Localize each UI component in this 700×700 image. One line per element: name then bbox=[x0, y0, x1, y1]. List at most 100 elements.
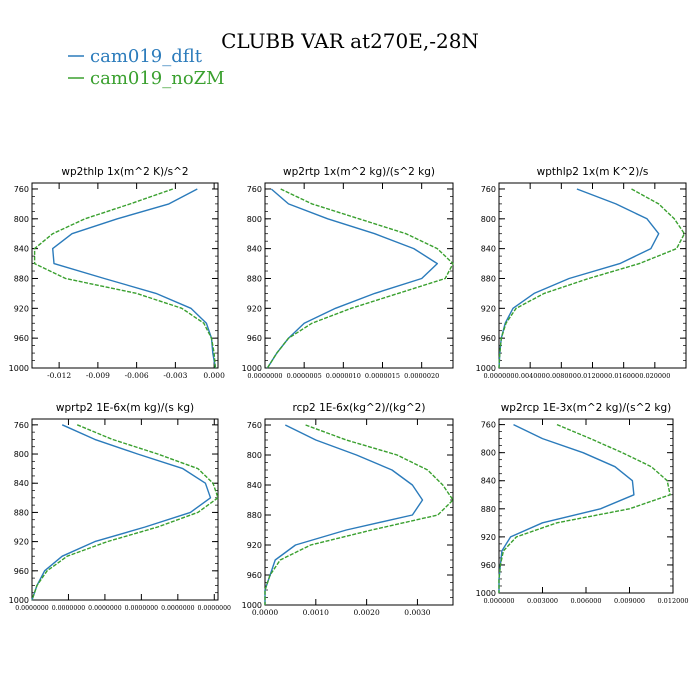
y-tick-label: 960 bbox=[14, 567, 29, 576]
y-tick-label: 1000 bbox=[9, 364, 29, 373]
x-tick-label: 0.000 bbox=[203, 371, 225, 380]
chart-panel: rcp2 1E-6x(kg^2)/(kg^2) 760 800 840 880 920 96… bbox=[242, 402, 454, 617]
x-tick-label: 0.0000000 bbox=[161, 605, 195, 612]
y-tick-label: 760 bbox=[481, 421, 496, 430]
chart-panel: wp2rcp 1E-3x(m^2 kg)/(s^2 kg) 760 800 840 88… bbox=[476, 402, 689, 605]
y-tick-label: 880 bbox=[481, 505, 496, 514]
y-tick-label: 920 bbox=[247, 304, 262, 313]
legend-item: cam019_dflt bbox=[68, 46, 203, 67]
x-tick-label: 0.0000 bbox=[252, 608, 278, 617]
panel-title: wp2rcp 1E-3x(m^2 kg)/(s^2 kg) bbox=[501, 402, 672, 414]
x-tick-label: 0.0000000 bbox=[125, 605, 159, 612]
x-tick-label: 0.0030 bbox=[404, 608, 430, 617]
y-tick-label: 920 bbox=[481, 533, 496, 542]
y-tick-label: 840 bbox=[481, 477, 496, 486]
x-tick-label: 0.0000000 bbox=[52, 605, 86, 612]
y-tick-label: 840 bbox=[247, 245, 262, 254]
x-tick-label: 0.003000 bbox=[527, 597, 558, 605]
y-tick-label: 1000 bbox=[242, 601, 262, 610]
y-tick-label: 760 bbox=[247, 421, 262, 430]
figure-title: CLUBB VAR at270E,-28N bbox=[221, 29, 479, 53]
chart-panels: wp2thlp 1x(m^2 K)/s^2 760 800 840 880 920 960 1… bbox=[9, 166, 689, 617]
x-tick-label: 0.0010 bbox=[303, 608, 329, 617]
y-tick-label: 960 bbox=[481, 561, 496, 570]
x-tick-label: 0.0000005 bbox=[287, 372, 322, 380]
y-tick-label: 1000 bbox=[9, 596, 29, 605]
y-tick-label: 880 bbox=[481, 274, 496, 283]
y-tick-label: 800 bbox=[481, 449, 496, 458]
x-tick-label: -0.012 bbox=[47, 371, 71, 380]
y-tick-label: 960 bbox=[247, 571, 262, 580]
y-tick-label: 920 bbox=[247, 541, 262, 550]
x-tick-label: 0.0000000 bbox=[15, 605, 49, 612]
y-tick-label: 920 bbox=[14, 304, 29, 313]
y-tick-label: 920 bbox=[14, 538, 29, 547]
x-tick-label: 0.016000 bbox=[608, 372, 639, 380]
series-line bbox=[266, 188, 454, 369]
y-tick-label: 760 bbox=[14, 421, 29, 430]
legend-item: cam019_noZM bbox=[68, 68, 225, 89]
y-tick-label: 960 bbox=[247, 334, 262, 343]
panel-title: wp2rtp 1x(m^2 kg)/(s^2 kg) bbox=[283, 166, 435, 178]
plot-frame bbox=[31, 182, 219, 369]
plot-frame bbox=[264, 418, 454, 606]
x-tick-label: -0.009 bbox=[86, 371, 110, 380]
plot-frame bbox=[31, 418, 219, 601]
y-tick-label: 960 bbox=[14, 334, 29, 343]
x-tick-label: 0.012000 bbox=[657, 597, 688, 605]
series-line bbox=[264, 424, 424, 605]
series-line bbox=[264, 424, 454, 605]
y-tick-label: 760 bbox=[14, 185, 29, 194]
y-tick-label: 840 bbox=[481, 245, 496, 254]
y-tick-label: 760 bbox=[247, 185, 262, 194]
x-tick-label: 0.000000 bbox=[483, 372, 514, 380]
y-tick-label: 800 bbox=[481, 215, 496, 224]
y-tick-label: 840 bbox=[14, 245, 29, 254]
y-tick-label: 800 bbox=[247, 215, 262, 224]
panel-title: wpthlp2 1x(m K^2)/s bbox=[537, 166, 649, 178]
x-tick-label: 0.0000020 bbox=[404, 372, 439, 380]
panel-title: wprtp2 1E-6x(m kg)/(s kg) bbox=[56, 402, 194, 414]
chart-panel: wp2thlp 1x(m^2 K)/s^2 760 800 840 880 920 960 1… bbox=[9, 166, 225, 380]
x-tick-label: 0.020000 bbox=[639, 372, 670, 380]
x-tick-label: 0.000000 bbox=[483, 597, 514, 605]
y-tick-label: 880 bbox=[247, 274, 262, 283]
x-tick-label: 0.008000 bbox=[546, 372, 577, 380]
chart-panel: wprtp2 1E-6x(m kg)/(s kg) 760 800 840 880 920… bbox=[9, 402, 231, 612]
panel-title: rcp2 1E-6x(kg^2)/(kg^2) bbox=[293, 402, 426, 414]
series-line bbox=[31, 424, 212, 601]
y-tick-label: 1000 bbox=[476, 364, 496, 373]
chart-panel: wpthlp2 1x(m K^2)/s 760 800 840 880 920 960 100… bbox=[476, 166, 687, 380]
y-tick-label: 800 bbox=[14, 450, 29, 459]
plot-frame bbox=[264, 182, 454, 369]
x-tick-label: -0.006 bbox=[125, 371, 149, 380]
legend-label: cam019_noZM bbox=[90, 68, 225, 89]
series-line bbox=[498, 188, 686, 369]
series-line bbox=[498, 423, 671, 593]
x-tick-label: 0.006000 bbox=[570, 597, 601, 605]
y-tick-label: 800 bbox=[14, 215, 29, 224]
y-tick-label: 880 bbox=[247, 511, 262, 520]
y-tick-label: 1000 bbox=[242, 364, 262, 373]
y-tick-label: 800 bbox=[247, 451, 262, 460]
y-tick-label: 880 bbox=[14, 508, 29, 517]
x-tick-label: 0.0000010 bbox=[326, 372, 361, 380]
x-tick-label: 0.012000 bbox=[577, 372, 608, 380]
y-tick-label: 920 bbox=[481, 304, 496, 313]
series-line bbox=[33, 188, 217, 369]
y-tick-label: 760 bbox=[481, 185, 496, 194]
chart-panel: wp2rtp 1x(m^2 kg)/(s^2 kg) 760 800 840 880 92… bbox=[242, 166, 454, 380]
x-tick-label: 0.0020 bbox=[353, 608, 379, 617]
series-line bbox=[31, 424, 219, 601]
y-tick-label: 840 bbox=[247, 481, 262, 490]
panel-title: wp2thlp 1x(m^2 K)/s^2 bbox=[61, 166, 188, 178]
y-tick-label: 960 bbox=[481, 334, 496, 343]
x-tick-label: 0.0000000 bbox=[198, 605, 232, 612]
x-tick-label: 0.0000000 bbox=[247, 372, 282, 380]
x-tick-label: 0.0000000 bbox=[88, 605, 122, 612]
y-tick-label: 1000 bbox=[476, 589, 496, 598]
x-tick-label: 0.004000 bbox=[515, 372, 546, 380]
